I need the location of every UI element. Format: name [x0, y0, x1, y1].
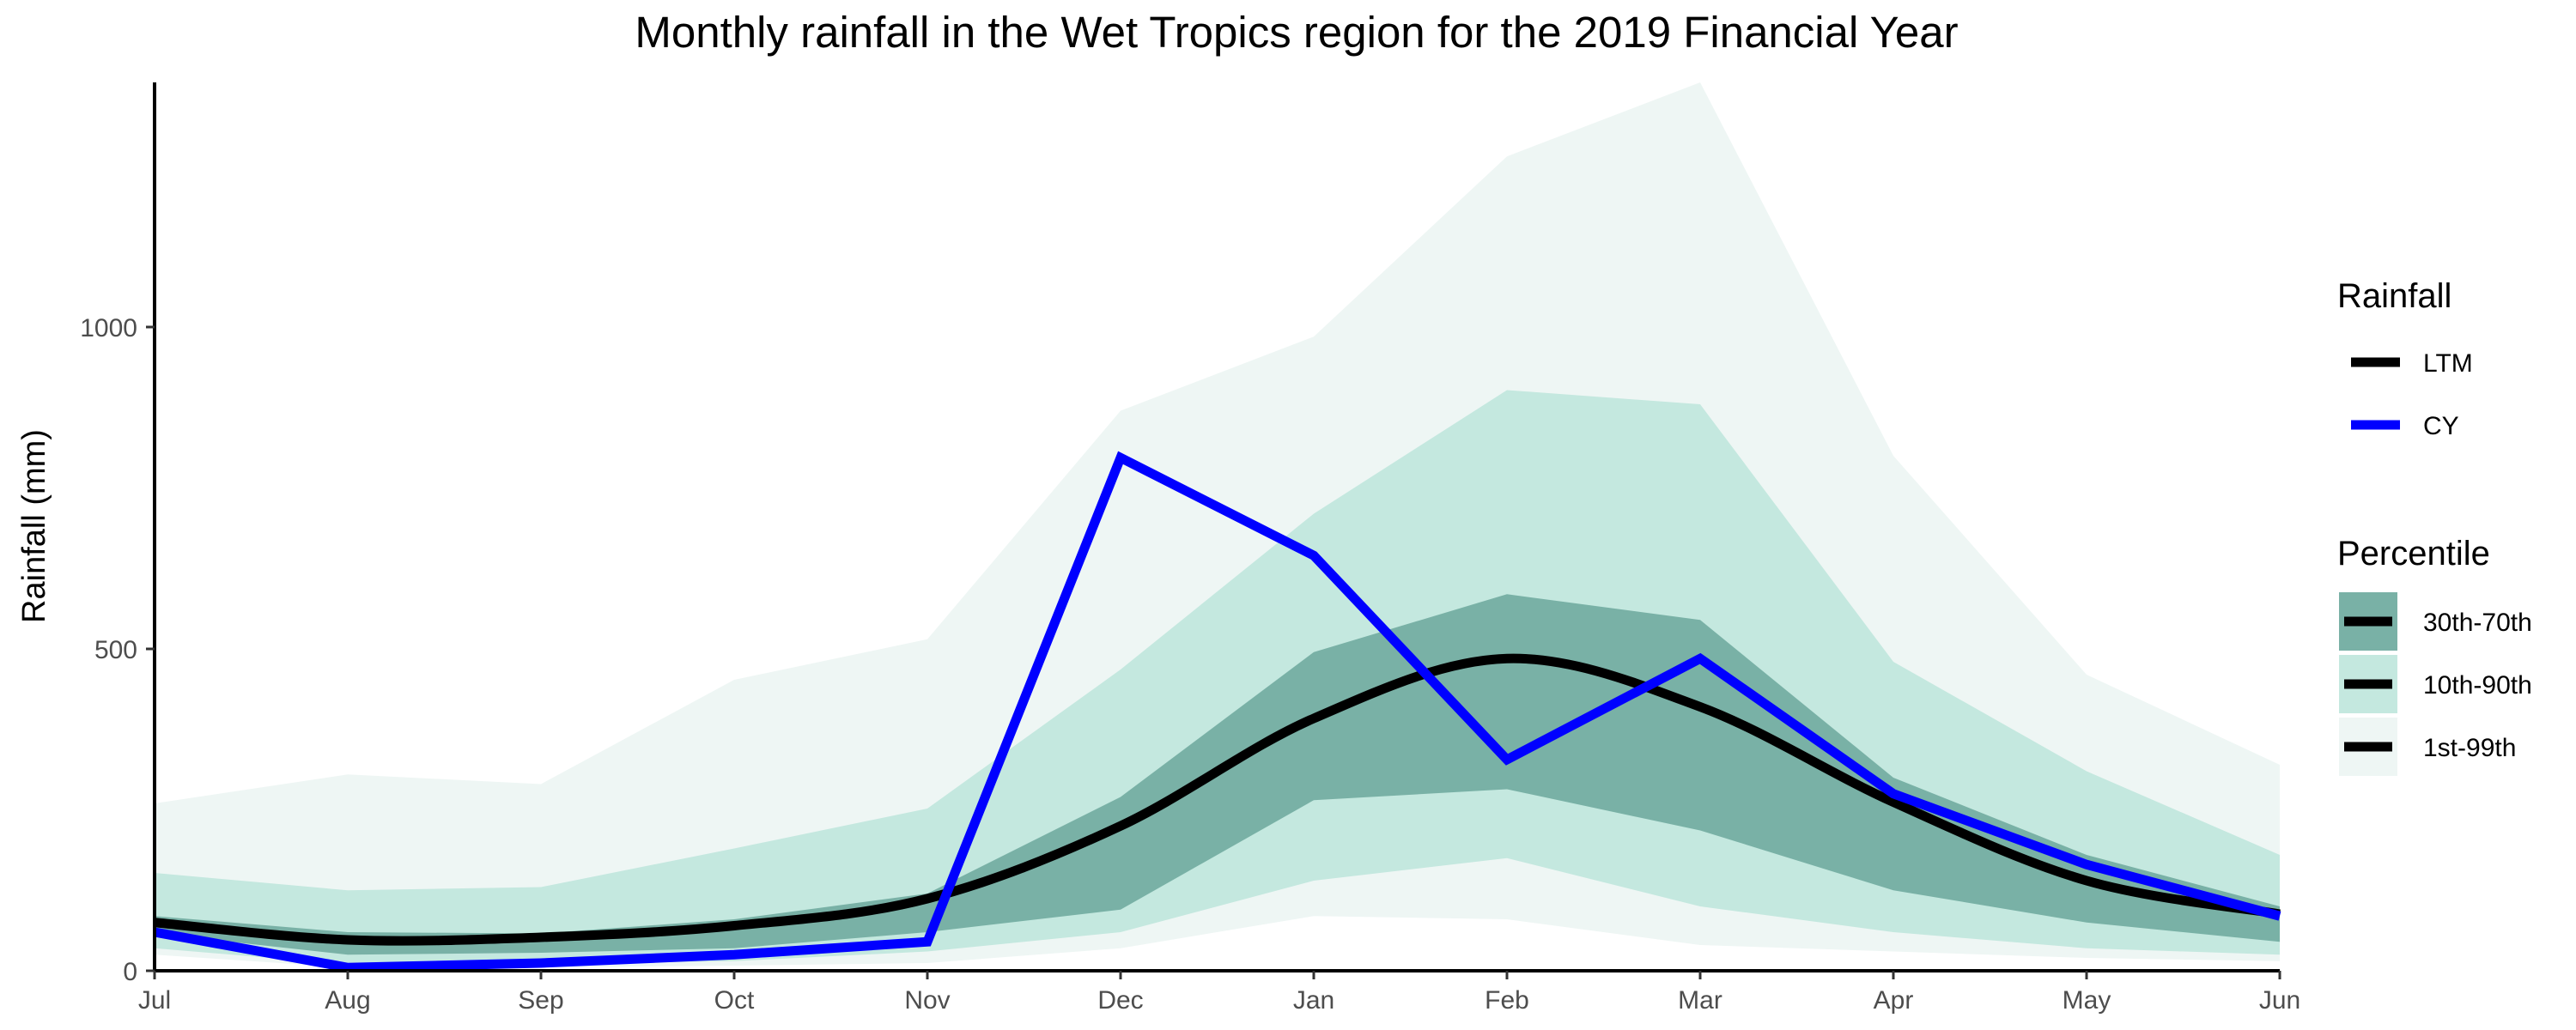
- axis-ticks: Jul Aug Sep Oct Nov Dec Jan Feb Mar Apr May Jun 0 500…: [80, 314, 2300, 1015]
- x-tick-label: Aug: [325, 986, 370, 1015]
- legend-label-ltm: LTM: [2423, 349, 2473, 378]
- y-tick-label: 0: [123, 958, 137, 986]
- legend-label-30th-70th: 30th-70th: [2423, 609, 2532, 637]
- legend-percentile-title: Percentile: [2337, 535, 2490, 573]
- x-tick-label: Jan: [1293, 986, 1334, 1015]
- y-axis-title: Rainfall (mm): [16, 429, 52, 623]
- series-line-ltm: [154, 653, 2281, 946]
- y-tick-label: 1000: [80, 314, 137, 342]
- series-line-cy: [154, 451, 2281, 972]
- x-tick-label: Feb: [1485, 986, 1529, 1015]
- chart-axes: [153, 82, 2280, 972]
- legend-rainfall-title: Rainfall: [2337, 277, 2451, 315]
- x-tick-label: May: [2063, 986, 2111, 1015]
- legend-label-10th-90th: 10th-90th: [2423, 671, 2532, 700]
- x-tick-label: Apr: [1874, 986, 1914, 1015]
- rainfall-lines: [154, 451, 2281, 972]
- x-tick-label: Oct: [714, 986, 755, 1015]
- legend-label-1st-99th: 1st-99th: [2423, 734, 2516, 762]
- legend: Rainfall Percentile LTM CY 30th-70th 10th-…: [2337, 277, 2532, 776]
- x-tick-label: Dec: [1097, 986, 1143, 1015]
- x-tick-label: Sep: [518, 986, 563, 1015]
- legend-label-cy: CY: [2423, 412, 2459, 440]
- x-tick-label: Jun: [2259, 986, 2300, 1015]
- x-tick-label: Nov: [904, 986, 950, 1015]
- legend-rainfall-items: LTM CY: [2351, 349, 2473, 440]
- y-tick-label: 500: [94, 636, 137, 664]
- x-tick-label: Jul: [138, 986, 171, 1015]
- chart-title: Monthly rainfall in the Wet Tropics regi…: [635, 8, 1959, 57]
- x-tick-label: Mar: [1678, 986, 1722, 1015]
- legend-percentile-items: 30th-70th 10th-90th 1st-99th: [2339, 592, 2532, 776]
